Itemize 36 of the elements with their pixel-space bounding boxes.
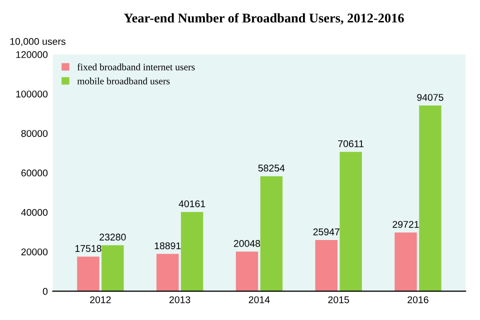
bar (236, 252, 258, 292)
bar (315, 240, 338, 292)
x-tick-label: 2013 (169, 296, 190, 304)
x-tick-label: 2012 (90, 296, 111, 304)
bar (419, 106, 442, 292)
y-tick-label: 40000 (21, 209, 48, 216)
bar (156, 254, 179, 292)
y-tick-label: 0 (42, 288, 48, 295)
data-label: 29721 (392, 220, 419, 228)
data-label: 17518 (75, 245, 102, 252)
data-label: 70611 (338, 140, 364, 148)
legend-label: mobile broadband users (77, 78, 170, 84)
y-tick-label: 100000 (16, 90, 48, 98)
bar (340, 152, 362, 292)
bar (180, 212, 204, 292)
bar (77, 256, 100, 292)
data-label: 58254 (258, 164, 285, 172)
x-tick-label: 2015 (328, 296, 349, 304)
bar (394, 232, 417, 292)
y-axis-title: 10,000 users (10, 38, 66, 46)
x-tick-label: 2016 (408, 296, 428, 304)
bar (260, 176, 283, 292)
y-tick-label: 20000 (21, 248, 48, 256)
data-label: 18891 (154, 242, 181, 250)
y-tick-label: 80000 (21, 130, 48, 137)
y-tick-label: 60000 (21, 170, 48, 176)
data-label: 25947 (313, 228, 340, 236)
legend-label: fixed broadband internet users (77, 63, 195, 70)
bar (102, 245, 124, 292)
x-tick-label: 2014 (248, 296, 270, 304)
data-label: 23280 (100, 234, 126, 241)
data-label: 94075 (417, 94, 444, 101)
data-label: 40161 (178, 200, 206, 208)
chart-title: Year-end Number of Broadband Users, 2012-2016 (124, 13, 404, 24)
y-tick-label: 120000 (16, 51, 48, 58)
data-label: 20048 (234, 240, 260, 247)
